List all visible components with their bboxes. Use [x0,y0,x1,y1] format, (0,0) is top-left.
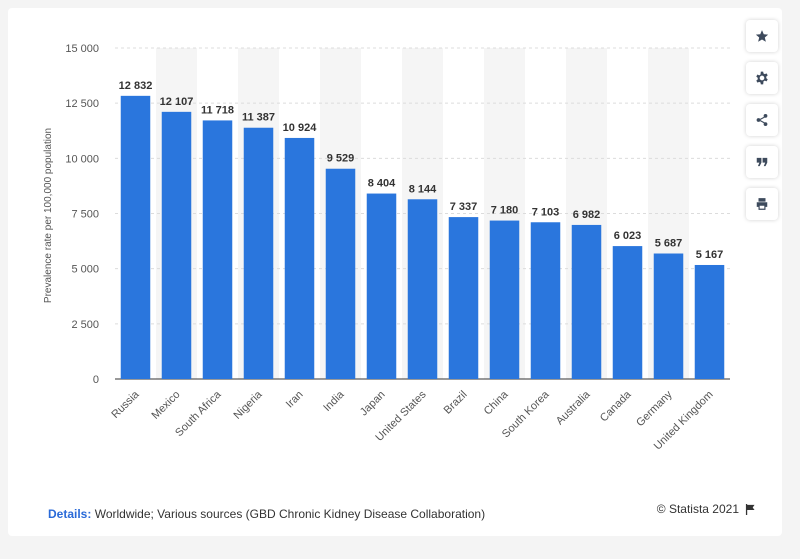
data-label: 12 832 [119,80,153,92]
y-tick-label: 12 500 [65,98,99,110]
x-tick-label: Japan [358,389,388,419]
x-tick-label: India [321,388,347,414]
bar [366,193,397,379]
bar-chart: 0 2 500 5 000 7 500 10 000 12 500 15 000 12 832… [43,43,730,452]
chart-card: 0 2 500 5 000 7 500 10 000 12 500 15 000 12 832… [8,8,782,536]
settings-button[interactable] [746,62,778,94]
bar [161,111,192,379]
data-label: 7 103 [532,206,560,218]
bar [694,264,725,379]
details-label: Details: [48,507,92,521]
data-label: 5 167 [696,249,724,261]
x-tick-label: Canada [598,388,634,424]
bar [571,224,602,379]
print-button[interactable] [746,188,778,220]
share-icon [756,114,768,126]
star-icon [755,30,769,42]
data-label: 7 337 [450,201,478,213]
statista-credit[interactable]: © Statista 2021 [657,502,756,516]
x-tick-label: China [482,388,511,417]
credit-text: © Statista 2021 [656,502,739,516]
x-tick-label: Russia [109,388,142,421]
x-tick-label: Iran [284,389,306,411]
x-tick-label: Nigeria [231,388,265,422]
y-tick-label: 15 000 [65,43,99,55]
data-label: 6 982 [573,209,601,221]
cite-button[interactable] [746,146,778,178]
toolbar [746,20,780,230]
details-note: Details: Worldwide; Various sources (GBD… [48,507,485,521]
data-label: 6 023 [614,230,642,242]
data-label: 5 687 [655,238,683,250]
bar [284,137,315,379]
x-tick-label: Australia [554,388,593,427]
bar [120,95,151,380]
data-label: 8 404 [368,178,396,190]
y-tick-label: 0 [93,374,99,386]
y-tick-label: 7 500 [71,209,99,221]
favorite-button[interactable] [746,20,778,52]
bar [530,222,561,379]
x-tick-label: Mexico [149,389,182,422]
y-tick-label: 5 000 [71,264,99,276]
bar [448,217,479,379]
gear-icon [756,71,768,85]
bar [407,199,438,379]
y-tick-label: 10 000 [65,153,99,165]
data-label: 7 180 [491,205,519,217]
x-tick-label: Germany [634,388,675,429]
bar [653,253,684,379]
print-icon [756,198,768,210]
quote-icon [756,157,768,167]
bar [489,220,520,379]
share-button[interactable] [746,104,778,136]
y-axis-title: Prevalence rate per 100,000 population [43,128,54,303]
data-label: 9 529 [327,153,355,165]
data-label: 8 144 [409,183,437,195]
y-tick-label: 2 500 [71,319,99,331]
bar [612,246,643,379]
data-label: 10 924 [283,122,318,134]
bar [243,127,274,379]
details-text: Worldwide; Various sources (GBD Chronic … [94,507,486,521]
x-tick-label: Brazil [442,389,470,417]
flag-icon[interactable] [745,503,756,515]
bar [202,120,233,380]
data-label: 12 107 [160,96,194,108]
data-label: 11 387 [242,112,275,124]
data-label: 11 718 [201,104,234,116]
bar [325,168,356,379]
